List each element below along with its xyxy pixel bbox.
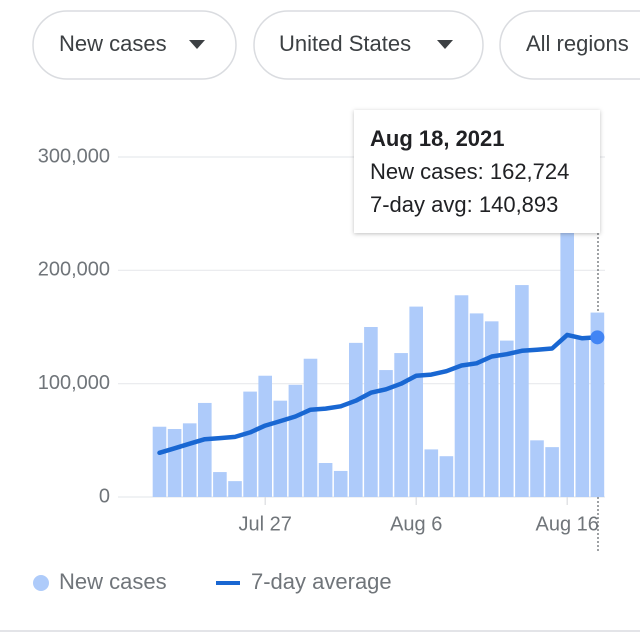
bar	[213, 472, 227, 497]
x-tick-label: Aug 6	[390, 513, 442, 535]
bar	[439, 456, 454, 497]
tooltip-value: 162,724	[490, 159, 570, 184]
tooltip-line: 7-day avg: 140,893	[370, 192, 558, 217]
chip-label[interactable]: All regions	[526, 31, 629, 56]
bar	[303, 358, 318, 497]
bar	[318, 463, 333, 497]
y-tick-label: 100,000	[38, 372, 110, 394]
line	[157, 332, 600, 456]
legend-label: New cases	[59, 569, 167, 594]
bar	[500, 340, 514, 497]
bar	[152, 426, 167, 497]
tooltip-box	[354, 110, 600, 233]
bar	[560, 230, 574, 497]
marks	[152, 230, 605, 497]
bar	[364, 327, 378, 497]
bar	[545, 447, 559, 497]
y-tick-label: 0	[99, 485, 110, 507]
filter-chips: New cases United States All regions	[32, 10, 640, 80]
chip[interactable]: New cases	[32, 10, 237, 80]
tooltip-value: 140,893	[479, 192, 559, 217]
bar	[530, 440, 544, 497]
chip[interactable]: All regions	[499, 10, 640, 80]
bar	[424, 449, 439, 497]
bar	[228, 481, 242, 497]
bar	[379, 370, 393, 497]
tooltip-label: New cases:	[370, 159, 484, 184]
bar	[333, 470, 348, 497]
tooltip-title: Aug 18, 2021	[370, 126, 505, 151]
bar	[454, 295, 469, 497]
bar	[590, 312, 605, 497]
bar	[575, 337, 590, 497]
chip[interactable]: United States	[253, 10, 484, 80]
bar	[515, 285, 529, 497]
x-tick-label: Jul 27	[239, 513, 292, 535]
bar	[198, 402, 212, 497]
tooltip: Aug 18, 2021 New cases: 162,724 7-day av…	[354, 110, 600, 233]
bar	[273, 400, 288, 497]
tooltip-label: 7-day avg:	[370, 192, 473, 217]
bar	[243, 391, 257, 497]
bar	[288, 384, 303, 497]
bar	[258, 375, 272, 497]
legend-swatch	[33, 575, 49, 591]
bar	[349, 342, 363, 497]
x-tick-label: Aug 16	[536, 513, 599, 535]
hover-dot	[590, 330, 605, 345]
legend: New cases 7-day average	[33, 569, 392, 594]
bar	[167, 429, 182, 497]
bar	[409, 306, 423, 497]
chip-label[interactable]: United States	[279, 31, 411, 56]
bar	[394, 353, 408, 497]
bar	[469, 313, 484, 497]
legend-label: 7-day average	[251, 569, 392, 594]
bar	[484, 321, 499, 497]
y-tick-label: 300,000	[38, 145, 110, 167]
tooltip-line: New cases: 162,724	[370, 159, 569, 184]
y-tick-label: 200,000	[38, 259, 110, 281]
bar	[182, 423, 197, 497]
chip-label[interactable]: New cases	[59, 31, 167, 56]
